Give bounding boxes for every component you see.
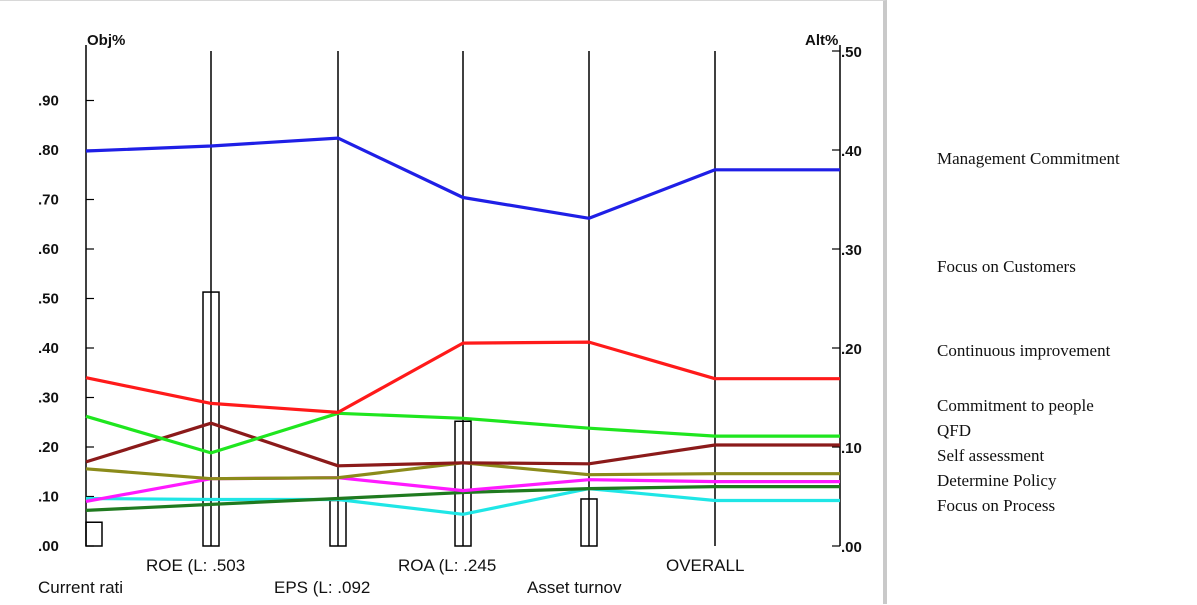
left-tick-label: .60 (38, 241, 59, 258)
left-tick-label: .40 (38, 340, 59, 357)
chart-frame: Obj% Alt% .00 .10 .20 .30 .40 .50 .60 .70 .80 .90… (0, 0, 887, 604)
left-tick-label: .80 (38, 142, 59, 159)
right-axis-title: Alt% (805, 32, 838, 49)
legend-item: Focus on Customers (937, 257, 1076, 276)
legend-item: Continuous improvement (937, 341, 1111, 360)
objective-label: Asset turnov (527, 578, 622, 597)
legend-item: Determine Policy (937, 471, 1057, 490)
legend-item: Focus on Process (937, 496, 1056, 515)
legend-item: Self assessment (937, 446, 1045, 465)
objective-label: ROA (L: .245 (398, 556, 496, 575)
series-line-continuous-improvement (85, 411, 840, 455)
left-tick-label: .00 (38, 538, 59, 555)
legend-item: Commitment to people (937, 396, 1094, 415)
left-tick-label: .10 (38, 489, 59, 506)
right-tick-label: .40 (841, 143, 862, 160)
objective-label: OVERALL (666, 556, 744, 575)
left-tick-label: .50 (38, 291, 59, 308)
right-tick-label: .10 (841, 440, 862, 457)
series-line-focus-on-process (85, 487, 840, 516)
right-tick-label: .00 (841, 539, 862, 556)
objective-label: EPS (L: .092 (274, 578, 370, 597)
left-tick-label: .20 (38, 439, 59, 456)
left-tick-label: .30 (38, 390, 59, 407)
legend-item: Management Commitment (937, 149, 1120, 168)
objective-weight-bar (85, 521, 103, 547)
objective-label: Current rati (38, 578, 123, 597)
series-line-determine-policy (85, 485, 840, 512)
left-tick-label: .90 (38, 93, 59, 110)
right-tick-label: .50 (841, 44, 862, 61)
left-tick-label: .70 (38, 192, 59, 209)
series-line-commitment-to-people (85, 421, 840, 468)
right-tick-label: .30 (841, 242, 862, 259)
sensitivity-chart: Obj% Alt% .00 .10 .20 .30 .40 .50 .60 .70 .80 .90… (38, 32, 862, 597)
objective-label: ROE (L: .503 (146, 556, 245, 575)
right-tick-label: .20 (841, 341, 862, 358)
left-axis-title: Obj% (87, 32, 125, 49)
legend-item: QFD (937, 421, 972, 440)
series-line-focus-on-customers (85, 340, 840, 414)
series-line-management-commitment (85, 136, 840, 220)
